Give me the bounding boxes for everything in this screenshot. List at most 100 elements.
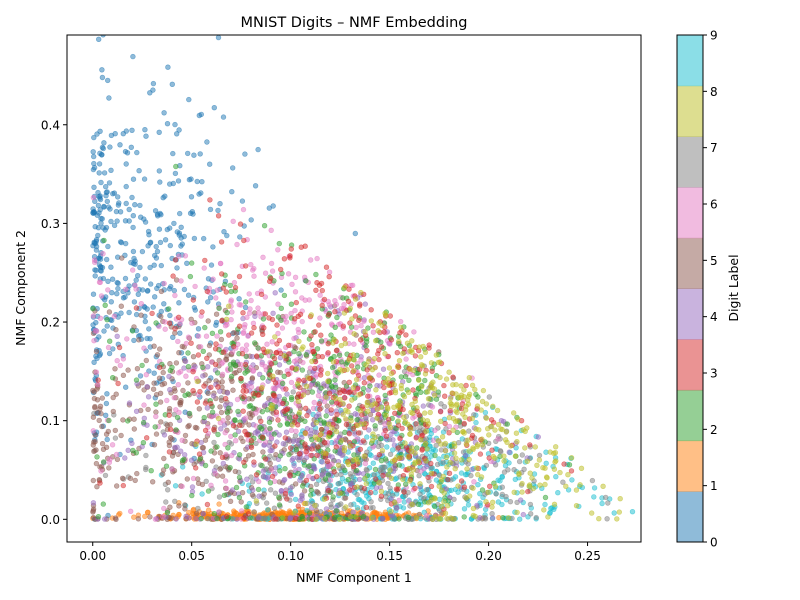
x-tick-label: 0.05 (178, 549, 205, 563)
point-digit-2 (318, 385, 324, 391)
point-digit-3 (261, 325, 267, 331)
point-digit-9 (629, 509, 636, 515)
point-digit-3 (301, 377, 307, 383)
point-digit-2 (100, 459, 107, 465)
point-digit-0 (185, 150, 191, 157)
point-digit-8 (353, 456, 360, 462)
point-digit-4 (380, 515, 386, 522)
point-digit-6 (350, 509, 357, 515)
point-digit-8 (361, 453, 367, 459)
point-digit-8 (439, 434, 446, 440)
point-digit-0 (172, 121, 178, 128)
point-digit-2 (225, 445, 231, 451)
point-digit-5 (230, 387, 236, 393)
point-digit-0 (91, 359, 97, 365)
point-digit-3 (358, 337, 364, 343)
point-digit-8 (499, 426, 505, 433)
point-digit-5 (134, 366, 141, 372)
colorbar-segment-4 (677, 288, 703, 340)
point-digit-3 (212, 346, 219, 352)
point-digit-0 (97, 128, 103, 135)
point-digit-6 (432, 427, 438, 433)
point-digit-3 (120, 482, 127, 489)
point-digit-0 (112, 131, 118, 137)
point-digit-0 (352, 230, 358, 237)
point-digit-8 (302, 430, 308, 437)
point-digit-3 (166, 412, 172, 418)
point-digit-8 (330, 340, 336, 346)
point-digit-5 (112, 515, 119, 521)
point-digit-7 (560, 479, 566, 485)
point-digit-3 (202, 427, 209, 434)
point-digit-9 (355, 496, 361, 503)
point-digit-9 (599, 500, 605, 507)
point-digit-3 (240, 383, 247, 390)
point-digit-4 (420, 403, 426, 409)
point-digit-4 (229, 487, 236, 493)
point-digit-3 (240, 408, 246, 414)
point-digit-3 (274, 322, 280, 328)
point-digit-5 (94, 386, 100, 392)
point-digit-3 (401, 489, 407, 495)
point-digit-0 (161, 110, 167, 116)
point-digit-8 (485, 426, 491, 432)
point-digit-6 (117, 362, 124, 369)
point-digit-8 (596, 515, 602, 522)
colorbar-tick-label: 5 (710, 254, 718, 268)
point-digit-7 (505, 467, 511, 473)
point-digit-8 (519, 489, 525, 495)
point-digit-3 (317, 406, 323, 412)
point-digit-7 (417, 424, 423, 431)
point-digit-8 (343, 416, 349, 422)
point-digit-6 (338, 306, 345, 312)
point-digit-5 (314, 489, 321, 495)
point-digit-7 (354, 491, 360, 498)
point-digit-8 (342, 340, 349, 347)
point-digit-3 (318, 372, 324, 378)
point-digit-0 (97, 264, 104, 270)
point-digit-8 (404, 340, 411, 346)
point-digit-3 (525, 488, 531, 495)
point-digit-3 (343, 421, 350, 428)
point-digit-6 (255, 310, 262, 316)
point-digit-8 (433, 352, 439, 358)
point-digit-2 (242, 370, 248, 376)
point-digit-8 (293, 366, 300, 372)
point-digit-3 (326, 390, 333, 396)
point-digit-6 (244, 314, 250, 321)
point-digit-8 (438, 441, 444, 447)
point-digit-2 (445, 498, 452, 504)
point-digit-6 (217, 260, 224, 267)
point-digit-8 (483, 415, 490, 421)
point-digit-8 (289, 422, 295, 428)
point-digit-7 (205, 515, 211, 522)
point-digit-4 (256, 493, 262, 499)
point-digit-0 (129, 194, 135, 201)
point-digit-2 (185, 350, 191, 356)
point-digit-7 (228, 441, 235, 447)
point-digit-2 (186, 410, 193, 417)
point-digit-8 (428, 360, 435, 366)
point-digit-7 (249, 479, 256, 485)
point-digit-3 (295, 422, 301, 428)
point-digit-6 (169, 466, 175, 472)
point-digit-7 (519, 452, 525, 458)
point-digit-0 (95, 225, 102, 231)
point-digit-5 (157, 399, 164, 405)
point-digit-0 (104, 189, 110, 195)
point-digit-8 (451, 450, 458, 456)
point-digit-5 (99, 395, 106, 401)
point-digit-0 (204, 139, 210, 145)
point-digit-8 (469, 415, 475, 422)
point-digit-2 (360, 385, 367, 392)
point-digit-3 (325, 341, 331, 347)
point-digit-6 (222, 323, 229, 329)
point-digit-9 (591, 494, 597, 500)
point-digit-0 (167, 312, 173, 319)
point-digit-8 (357, 407, 364, 414)
point-digit-5 (157, 346, 163, 352)
point-digit-0 (101, 140, 107, 146)
point-digit-2 (308, 492, 314, 498)
point-digit-8 (323, 450, 329, 457)
point-digit-3 (308, 333, 314, 339)
